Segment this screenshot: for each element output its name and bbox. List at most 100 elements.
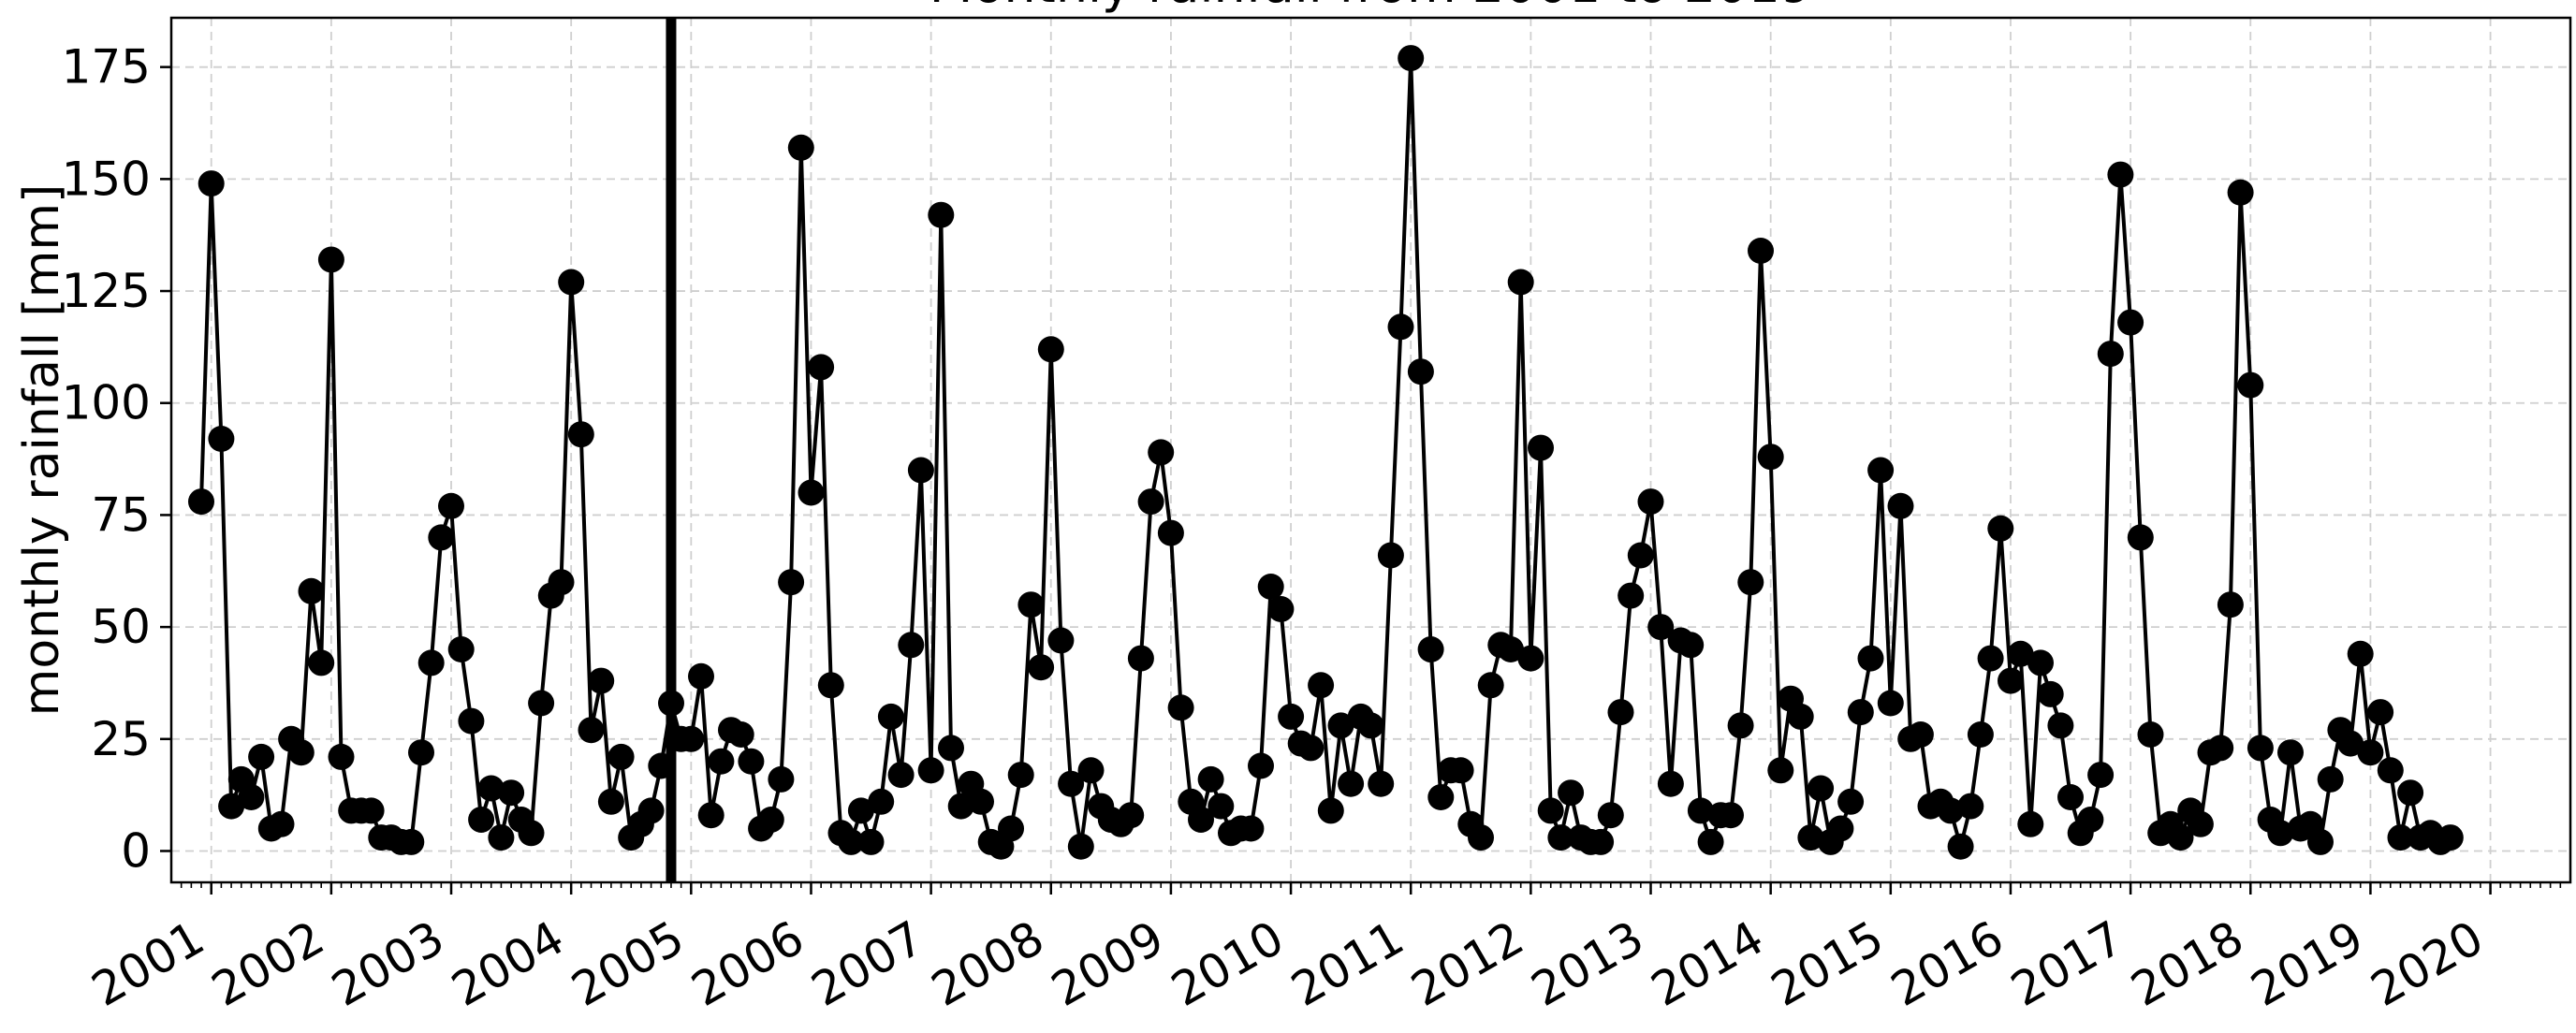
data-point xyxy=(1047,627,1075,654)
data-point xyxy=(2207,735,2234,762)
data-point xyxy=(1517,645,1544,672)
x-tick-label: 2017 xyxy=(2002,910,2132,1017)
data-point xyxy=(417,649,445,677)
data-point xyxy=(607,743,635,770)
data-point xyxy=(1267,596,1295,622)
data-point xyxy=(1947,833,1974,860)
data-point xyxy=(898,632,925,659)
data-point xyxy=(697,802,724,829)
data-point xyxy=(857,828,885,855)
data-point xyxy=(1607,699,1634,726)
data-point xyxy=(498,779,525,807)
data-point xyxy=(968,788,994,815)
x-tick-label: 2001 xyxy=(83,910,213,1017)
data-point xyxy=(658,690,684,717)
data-point xyxy=(1528,434,1554,461)
data-point xyxy=(328,743,355,770)
data-point xyxy=(1967,721,1994,748)
data-point xyxy=(808,354,835,381)
data-point xyxy=(648,752,675,779)
x-tick-label: 2002 xyxy=(203,910,333,1017)
data-point xyxy=(907,457,934,484)
data-point xyxy=(468,807,495,833)
data-point xyxy=(458,707,485,735)
data-point xyxy=(477,775,505,802)
data-point xyxy=(1748,238,1774,264)
data-point xyxy=(1637,488,1664,516)
data-point xyxy=(2377,757,2404,784)
x-tick-label: 2015 xyxy=(1763,910,1893,1017)
data-point xyxy=(1647,614,1675,641)
data-point xyxy=(938,735,964,762)
data-point xyxy=(2237,371,2264,399)
data-point xyxy=(2027,649,2054,677)
data-point xyxy=(2057,784,2084,810)
data-point xyxy=(1327,712,1354,739)
data-point xyxy=(1537,797,1564,824)
data-point xyxy=(1188,807,1214,833)
data-point xyxy=(708,748,735,775)
data-point xyxy=(1718,802,1744,829)
data-point xyxy=(2187,810,2214,837)
y-tick-label: 175 xyxy=(62,40,151,95)
data-point xyxy=(1547,824,1574,851)
y-tick-label: 50 xyxy=(91,600,151,654)
data-point xyxy=(2097,341,2124,368)
series-rainfall xyxy=(188,45,2464,860)
data-point xyxy=(947,793,974,820)
data-point xyxy=(398,828,425,855)
x-tick-label: 2011 xyxy=(1282,910,1412,1017)
data-point xyxy=(1067,833,1094,860)
data-point xyxy=(1507,269,1534,296)
data-point xyxy=(1007,762,1034,789)
data-point xyxy=(1867,457,1895,484)
data-point xyxy=(1957,793,1984,820)
data-point xyxy=(1237,815,1265,842)
data-point xyxy=(308,649,335,677)
data-point xyxy=(1317,797,1344,824)
data-point xyxy=(317,246,344,273)
data-point xyxy=(2317,765,2344,793)
data-point xyxy=(518,820,545,847)
y-tick-label: 75 xyxy=(91,487,151,542)
data-point xyxy=(488,824,515,851)
data-point xyxy=(1447,757,1474,784)
data-point xyxy=(1787,703,1814,730)
data-point xyxy=(1308,672,1335,699)
data-point xyxy=(208,426,235,452)
x-tick-label: 2010 xyxy=(1163,910,1293,1017)
data-point xyxy=(1208,793,1235,820)
data-point xyxy=(2007,640,2034,667)
y-tick-label: 150 xyxy=(62,152,151,206)
data-point xyxy=(548,569,575,596)
data-point xyxy=(1257,574,1284,600)
data-point xyxy=(1357,712,1384,739)
data-point xyxy=(1468,824,1494,851)
data-point xyxy=(2387,824,2414,851)
data-point xyxy=(2167,824,2194,851)
data-point xyxy=(1907,721,1934,748)
data-point xyxy=(1137,488,1164,516)
data-point xyxy=(238,784,265,810)
y-tick-label: 25 xyxy=(91,712,151,766)
data-point xyxy=(738,748,765,775)
data-point xyxy=(2347,640,2374,667)
data-point xyxy=(838,828,865,855)
data-point xyxy=(198,170,225,197)
data-point xyxy=(2357,739,2384,766)
data-point xyxy=(1338,770,1365,797)
data-point xyxy=(2047,712,2074,739)
data-point xyxy=(558,269,585,296)
data-point xyxy=(1617,582,1645,609)
data-point xyxy=(1588,828,1615,855)
x-tick-label: 2009 xyxy=(1043,910,1173,1017)
data-point xyxy=(1887,492,1914,519)
data-point xyxy=(1627,542,1654,569)
data-point xyxy=(847,797,874,824)
data-point xyxy=(1278,703,1305,730)
data-point xyxy=(1998,667,2024,694)
data-point xyxy=(1847,699,1874,726)
chart-title: Monthly rainfall from 2001 to 2019 xyxy=(929,0,1812,14)
y-axis-ticks: 0 25 50 75 100 125 150 175 xyxy=(62,40,171,878)
